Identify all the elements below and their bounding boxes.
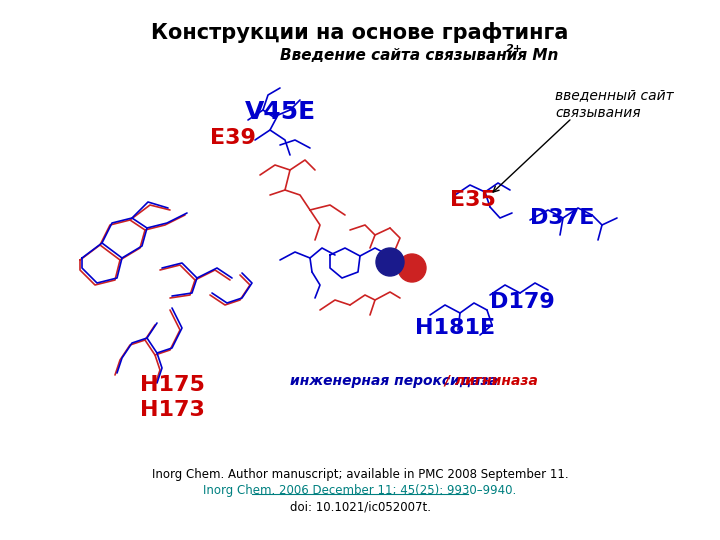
- Text: 2+: 2+: [506, 44, 523, 54]
- Circle shape: [376, 248, 404, 276]
- Text: инженерная пероксидаза: инженерная пероксидаза: [290, 374, 498, 388]
- Text: E35: E35: [450, 190, 496, 210]
- Text: введенный сайт
связывания: введенный сайт связывания: [555, 88, 674, 120]
- Text: H175: H175: [140, 375, 205, 395]
- Text: E39: E39: [210, 128, 256, 148]
- Circle shape: [398, 254, 426, 282]
- Text: V45E: V45E: [245, 100, 316, 124]
- Text: Введение сайта связывания Mn: Введение сайта связывания Mn: [280, 48, 559, 63]
- Text: Конструкции на основе графтинга: Конструкции на основе графтинга: [151, 22, 569, 43]
- Text: D179: D179: [490, 292, 554, 312]
- Text: H181E: H181E: [415, 318, 495, 338]
- Text: Inorg Chem. 2006 December 11; 45(25): 9930–9940.: Inorg Chem. 2006 December 11; 45(25): 99…: [203, 484, 517, 497]
- Text: Inorg Chem. Author manuscript; available in PMC 2008 September 11.: Inorg Chem. Author manuscript; available…: [152, 468, 568, 481]
- Text: H173: H173: [140, 400, 205, 420]
- Text: D37E: D37E: [530, 208, 595, 228]
- Text: doi: 10.1021/ic052007t.: doi: 10.1021/ic052007t.: [289, 500, 431, 513]
- Text: / лигниназа: / лигниназа: [440, 374, 538, 388]
